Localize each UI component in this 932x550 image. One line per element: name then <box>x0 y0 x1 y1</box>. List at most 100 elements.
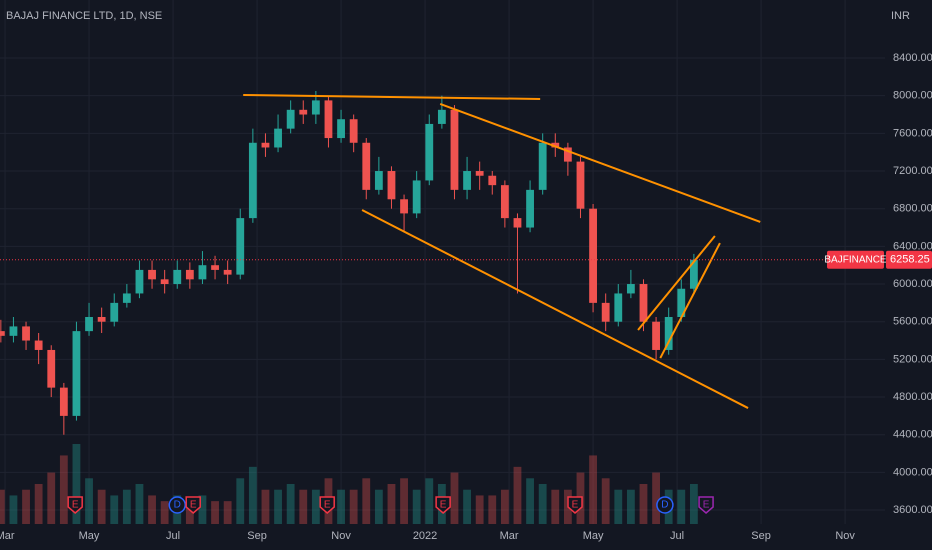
candle-body <box>652 321 660 350</box>
volume-bar <box>589 455 597 524</box>
event-label: E <box>72 500 79 511</box>
x-tick-label: May <box>583 530 604 542</box>
candle-body <box>311 100 320 115</box>
y-tick-label: 8000.00 <box>893 90 932 102</box>
symbol-tag <box>827 250 884 269</box>
volume-bar <box>97 489 106 524</box>
candle-body <box>450 109 459 190</box>
volume-bar <box>412 489 421 524</box>
y-tick-label: 6800.00 <box>893 203 932 215</box>
event-label: E <box>440 500 447 511</box>
event-icon <box>698 496 714 514</box>
candle-body <box>475 171 484 176</box>
candle-body <box>362 142 371 190</box>
candle-body <box>185 269 194 280</box>
trendline <box>439 103 761 223</box>
candle-body <box>122 293 131 303</box>
volume-bar <box>652 472 660 524</box>
y-tick-label: 7200.00 <box>893 165 932 177</box>
candle-body <box>85 316 93 332</box>
x-tick-label: Sep <box>247 530 267 542</box>
candle-body <box>437 109 446 124</box>
volume-bar <box>236 478 245 524</box>
x-tick-label: Mar <box>500 530 519 542</box>
y-tick-label: 6400.00 <box>893 240 932 252</box>
candle-body <box>689 259 698 289</box>
x-tick-label: Jul <box>166 530 180 542</box>
candle-body <box>299 109 308 115</box>
volume-bar <box>488 495 497 524</box>
candle-body <box>148 269 156 280</box>
volume-bar <box>110 495 119 524</box>
candle-body <box>639 284 648 322</box>
candle-body <box>286 109 295 129</box>
volume-bar <box>400 478 408 524</box>
volume-bar <box>286 484 295 524</box>
event-label: D <box>661 500 668 511</box>
x-tick-label: Jul <box>670 530 684 542</box>
volume-bar <box>337 489 345 524</box>
trendline <box>637 235 716 331</box>
candle-body <box>47 349 56 388</box>
volume-bar <box>198 495 207 524</box>
candle-body <box>0 331 5 336</box>
volume-bar <box>211 501 219 524</box>
x-tick-label: May <box>79 530 100 542</box>
candle-body <box>274 128 282 148</box>
candle-body <box>538 142 547 190</box>
candle-body <box>576 161 585 209</box>
volume-bar <box>551 489 560 524</box>
candle-body <box>551 142 560 148</box>
trendline <box>243 94 541 100</box>
candle-body <box>513 218 522 228</box>
volume-bar <box>677 489 686 524</box>
candle-body <box>677 288 686 317</box>
axes-layer: 3600.00 4000.00 4400.00 4800.00 5200.00 5600.… <box>0 52 932 542</box>
volume-bar <box>274 489 282 524</box>
y-tick-label: 4000.00 <box>893 466 932 478</box>
volume-bar <box>185 501 194 524</box>
candle-body <box>425 123 434 181</box>
candle-body <box>601 302 610 322</box>
volume-bar <box>0 489 5 524</box>
y-tick-label: 8400.00 <box>893 52 932 64</box>
x-tick-label: Nov <box>331 530 351 542</box>
volume-bar <box>160 501 169 524</box>
volume-bar <box>513 466 522 524</box>
volume-bar <box>475 495 484 524</box>
volume-bar <box>299 489 308 524</box>
volume-bar <box>374 489 383 524</box>
candle-body <box>135 269 144 294</box>
candle-body <box>400 199 408 214</box>
event-icon <box>168 496 187 514</box>
volume-bar <box>463 489 471 524</box>
event-label: D <box>174 500 181 511</box>
event-label: E <box>324 500 331 511</box>
candle-body <box>349 119 358 143</box>
price-tag <box>886 250 932 269</box>
volume-bar <box>122 489 131 524</box>
volume-bar <box>9 495 18 524</box>
candle-body <box>488 175 497 186</box>
event-label: E <box>190 500 197 511</box>
volume-bar <box>349 489 358 524</box>
volume-bar <box>500 489 509 524</box>
y-tick-label: 3600.00 <box>893 504 932 516</box>
volume-bar <box>59 455 68 524</box>
event-icon <box>567 496 583 514</box>
event-label: E <box>572 500 579 511</box>
trendline <box>361 209 749 409</box>
volume-bar <box>72 444 81 524</box>
candle-body <box>500 185 509 219</box>
volume-bar <box>85 478 93 524</box>
symbol-tag-label: BAJFINANCE <box>824 254 887 265</box>
volume-bar <box>601 478 610 524</box>
candle-body <box>198 265 207 280</box>
currency-label: INR <box>891 10 910 22</box>
candle-body <box>97 316 106 322</box>
candle-body <box>664 316 673 350</box>
x-tick-label: Sep <box>751 530 771 542</box>
candle-body <box>526 189 534 228</box>
event-icon <box>185 496 201 514</box>
